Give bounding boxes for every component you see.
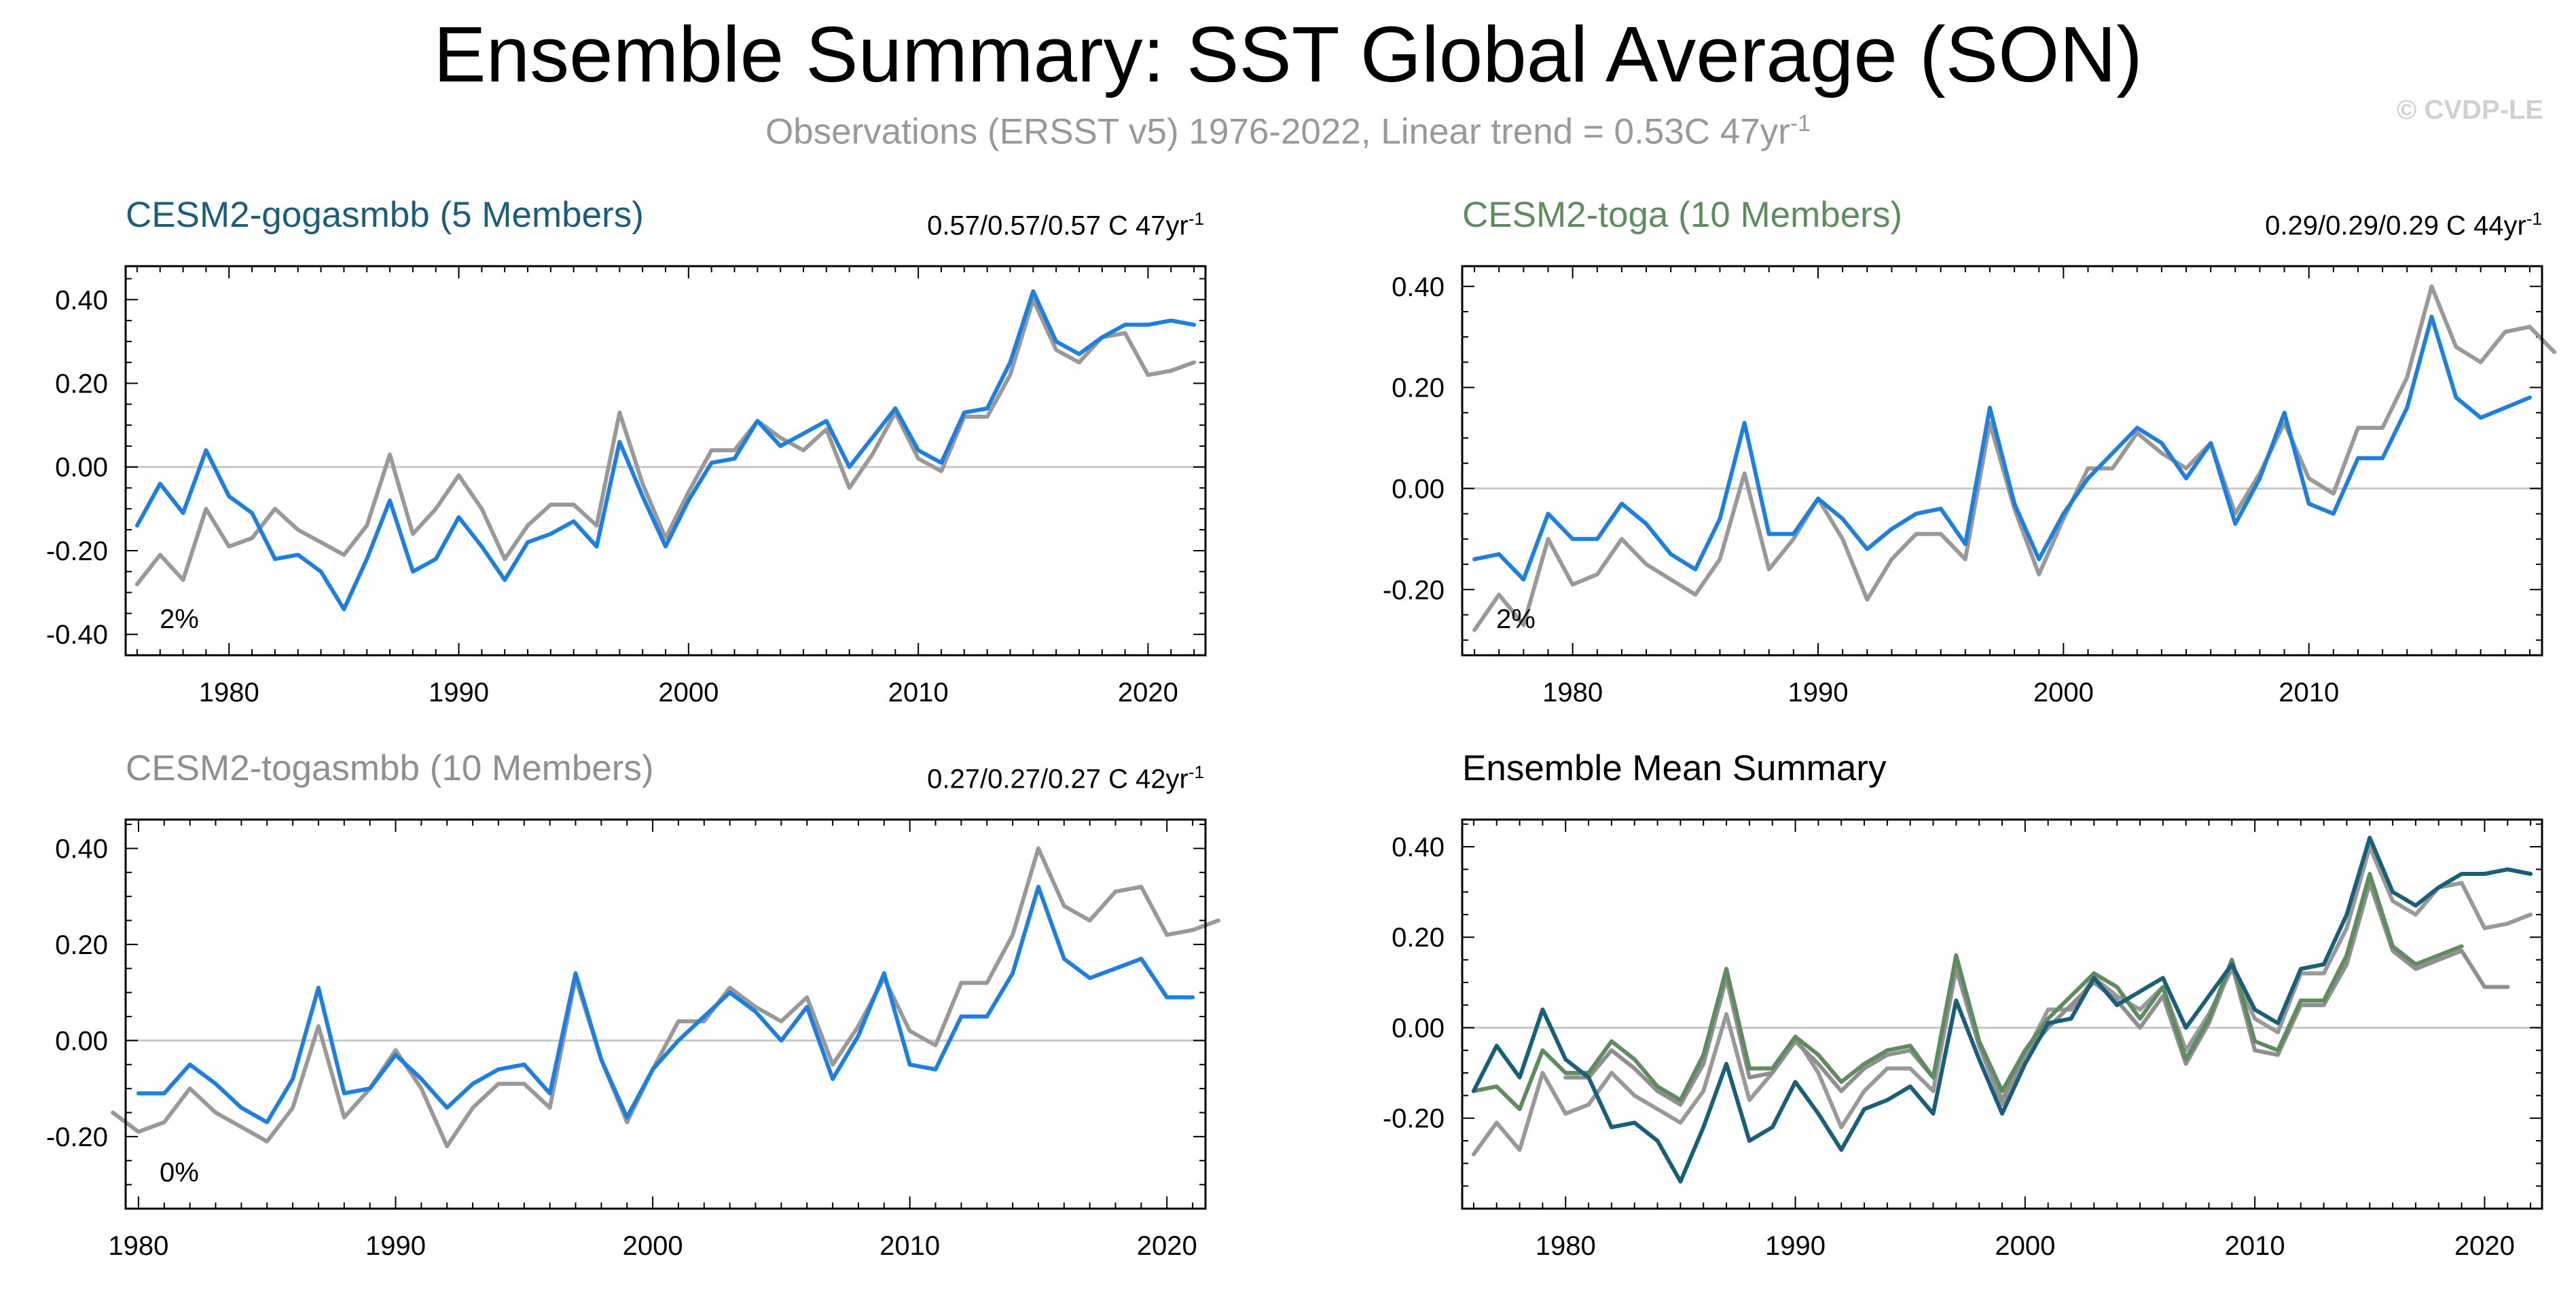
x-tick-label: 1980 — [108, 1231, 168, 1261]
series-line-cesm2-togasmbb — [136, 885, 1195, 1124]
percent-annotation: 0% — [160, 1158, 199, 1188]
panel-trend-togasmbb: 0.27/0.27/0.27 C 42yr-1 — [927, 756, 1204, 795]
panel-trend-gogasmbb: 0.57/0.57/0.57 C 47yr-1 — [927, 202, 1204, 242]
subtitle: Observations (ERSST v5) 1976-2022, Linea… — [0, 102, 2576, 154]
percent-annotation: 2% — [160, 604, 199, 634]
y-tick-label: 0.40 — [55, 285, 108, 315]
y-tick-label: 0.40 — [55, 834, 108, 864]
y-tick-label: -0.20 — [46, 536, 108, 566]
panel-trend-toga: 0.29/0.29/0.29 C 44yr-1 — [2265, 202, 2542, 242]
y-tick-label: 0.00 — [55, 1026, 108, 1056]
x-tick-label: 2000 — [658, 678, 719, 708]
x-tick-label: 2000 — [2033, 678, 2094, 708]
series-line-observations — [1471, 845, 2533, 1156]
trend-superscript: -1 — [2526, 208, 2542, 229]
plot-frame — [1461, 818, 2543, 1210]
x-tick-label: 2020 — [1137, 1231, 1197, 1261]
series-line-cesm2-togasmbb — [1563, 881, 2510, 1107]
x-tick-label: 1980 — [1536, 1231, 1596, 1261]
panel-title-togasmbb: CESM2-togasmbb (10 Members) — [126, 748, 654, 788]
y-tick-label: 0.40 — [1392, 832, 1445, 862]
percent-annotation: 2% — [1496, 604, 1536, 634]
x-tick-label: 2010 — [2279, 678, 2339, 708]
trend-text: 0.27/0.27/0.27 C 42yr — [927, 764, 1189, 794]
series-line-cesm2-toga — [1471, 872, 2464, 1112]
y-tick-label: 0.20 — [1392, 923, 1445, 953]
panel-title-toga: CESM2-toga (10 Members) — [1462, 195, 1902, 235]
series-line-cesm2-gogasmbb — [134, 289, 1197, 612]
series-line-cesm2-toga — [1472, 314, 2532, 582]
x-tick-label: 2010 — [879, 1231, 940, 1261]
x-tick-label: 2020 — [2454, 1231, 2515, 1261]
y-tick-label: -0.20 — [1383, 575, 1445, 605]
plot-frame — [1461, 265, 2543, 657]
x-tick-label: 2000 — [623, 1231, 683, 1261]
x-tick-label: 1980 — [199, 678, 259, 708]
y-tick-label: 0.20 — [55, 369, 108, 399]
x-tick-label: 2000 — [1995, 1231, 2055, 1261]
trend-text: 0.57/0.57/0.57 C 47yr — [927, 210, 1189, 241]
y-tick-label: 0.00 — [1392, 474, 1445, 504]
y-tick-label: 0.40 — [1392, 272, 1445, 302]
x-tick-label: 2020 — [1118, 678, 1178, 708]
series-line-observations — [1472, 284, 2557, 632]
panel-title-gogasmbb: CESM2-gogasmbb (5 Members) — [126, 195, 644, 235]
y-tick-label: 0.20 — [1392, 373, 1445, 403]
x-tick-label: 1980 — [1542, 678, 1603, 708]
main-title: Ensemble Summary: SST Global Average (SO… — [433, 10, 2143, 98]
y-tick-label: 0.00 — [1392, 1013, 1445, 1043]
x-tick-label: 2010 — [2225, 1231, 2285, 1261]
panel-title-ensemble-mean: Ensemble Mean Summary — [1462, 748, 1887, 788]
x-tick-label: 1990 — [1788, 678, 1848, 708]
y-tick-label: -0.20 — [46, 1122, 108, 1152]
x-tick-label: 1990 — [1765, 1231, 1826, 1261]
y-tick-label: -0.40 — [46, 620, 108, 650]
y-tick-label: 0.00 — [55, 453, 108, 483]
credit-label: © CVDP-LE — [2396, 95, 2543, 125]
subtitle-superscript: -1 — [1790, 111, 1811, 136]
x-tick-label: 1990 — [429, 678, 489, 708]
subtitle-text: Observations (ERSST v5) 1976-2022, Linea… — [765, 111, 1790, 152]
plot-frame — [124, 818, 1207, 1210]
x-tick-label: 2010 — [888, 678, 949, 708]
series-line-observations — [134, 297, 1197, 587]
x-tick-label: 1990 — [365, 1231, 426, 1261]
trend-superscript: -1 — [1188, 762, 1204, 782]
trend-superscript: -1 — [1188, 208, 1204, 229]
trend-text: 0.29/0.29/0.29 C 44yr — [2265, 210, 2526, 241]
plot-frame — [124, 265, 1207, 657]
series-line-cesm2-gogasmbb — [1471, 835, 2533, 1184]
y-tick-label: 0.20 — [55, 930, 108, 960]
y-tick-label: -0.20 — [1383, 1104, 1445, 1134]
series-line-observations — [111, 846, 1220, 1148]
